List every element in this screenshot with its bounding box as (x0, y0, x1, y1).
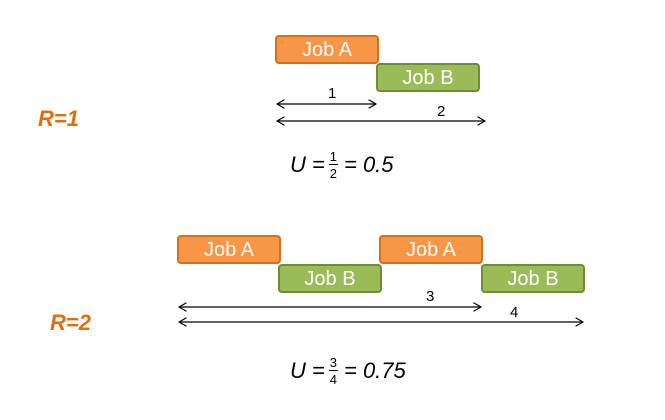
r1-formula-lhs: U (290, 152, 306, 177)
r2-job-b-2-label: Job B (507, 267, 559, 290)
r1-utilization-formula: U = 1 2 = 0.5 (290, 150, 394, 180)
r2-formula-eq: = (311, 358, 325, 383)
r2-job-a-1-label: Job A (203, 238, 255, 261)
r2-formula-denominator: 4 (329, 372, 337, 387)
r1-job-a-block: Job A (275, 35, 379, 64)
r1-arrow-1-label: 1 (328, 85, 337, 102)
r2-label: R=2 (50, 310, 91, 335)
r2-formula-numerator: 3 (328, 355, 338, 371)
r2-arrow-3-label: 3 (426, 288, 435, 305)
r1-formula-denominator: 2 (329, 166, 337, 181)
r1-formula-rhs: = 0.5 (343, 152, 394, 177)
r1-arrow-1 (276, 99, 377, 109)
r2-job-a-2-label: Job A (405, 238, 457, 261)
r2-arrow-4-label: 4 (510, 304, 519, 321)
r2-job-b-2-block: Job B (481, 264, 585, 293)
r1-arrow-2 (276, 116, 486, 126)
r2-utilization-formula: U = 3 4 = 0.75 (290, 356, 406, 386)
r1-formula-numerator: 1 (328, 149, 338, 165)
r2-formula-fraction: 3 4 (328, 355, 338, 387)
r2-arrow-4 (178, 317, 584, 327)
r1-label: R=1 (38, 106, 79, 131)
r1-job-b-label: Job B (402, 66, 454, 89)
r1-arrow-2-label: 2 (437, 103, 446, 120)
r2-job-a-1-block: Job A (177, 235, 281, 264)
r1-job-a-label: Job A (301, 38, 353, 61)
r2-job-b-1-label: Job B (304, 267, 356, 290)
r2-formula-rhs: = 0.75 (343, 358, 406, 383)
r2-arrow-3 (178, 302, 482, 312)
r1-formula-eq: = (311, 152, 325, 177)
r2-formula-lhs: U (290, 358, 306, 383)
r1-job-b-block: Job B (376, 63, 480, 92)
r2-job-a-2-block: Job A (379, 235, 483, 264)
r2-job-b-1-block: Job B (278, 264, 382, 293)
r1-formula-fraction: 1 2 (328, 149, 338, 181)
